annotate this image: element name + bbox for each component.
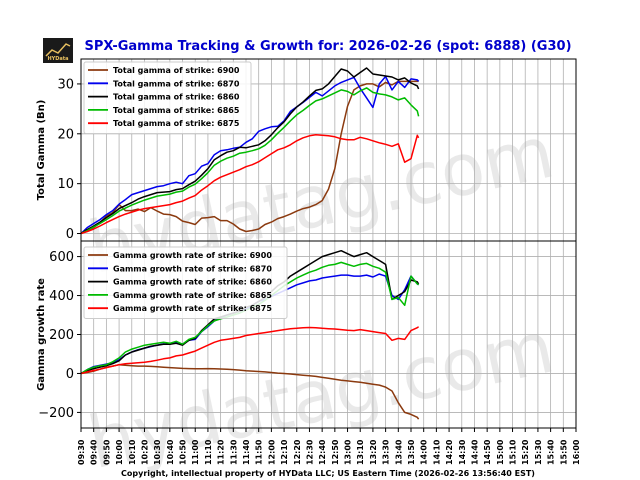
hydata-logo: HYData <box>43 38 73 63</box>
logo-text: HYData <box>47 56 68 62</box>
x-tick-label: 13:20 <box>369 439 378 465</box>
legend-entry: Total gamma of strike: 6870 <box>113 79 240 88</box>
y-tick-label: 0 <box>66 367 74 382</box>
y-tick-label: 200 <box>49 328 74 343</box>
axes-frame <box>80 240 577 429</box>
x-tick-label: 10:30 <box>153 439 162 465</box>
legend-entry: Gamma growth rate of strike: 6875 <box>113 304 272 313</box>
y-axis-label: Total Gamma (Bn) <box>36 100 47 201</box>
x-tick-label: 12:20 <box>293 439 302 465</box>
x-tick-label: 10:00 <box>115 439 124 465</box>
legend-box <box>83 61 252 134</box>
y-tick-label: 10 <box>57 177 74 192</box>
legend-box <box>83 246 288 319</box>
x-tick-label: 12:50 <box>331 439 340 465</box>
x-tick-label: 16:00 <box>572 439 581 465</box>
x-tick-label: 15:10 <box>509 439 518 465</box>
y-tick-label: 600 <box>49 250 74 265</box>
x-tick-label: 14:10 <box>432 439 441 465</box>
x-tick-label: 13:30 <box>382 439 391 465</box>
x-tick-label: 15:00 <box>496 439 505 465</box>
x-tick-label: 09:30 <box>77 439 86 465</box>
copyright-footer: Copyright, intellectual property of HYDa… <box>121 469 535 478</box>
y-tick-label: −200 <box>38 406 74 421</box>
legend-entry: Total gamma of strike: 6875 <box>113 119 240 128</box>
y-axis-label: Gamma growth rate <box>36 278 47 391</box>
x-axis: 09:30 09:40 09:50 10:00 10:10 10:20 10:30 10:40… <box>77 428 581 465</box>
series-line-4 <box>80 134 420 235</box>
x-tick-label: 14:50 <box>483 439 492 465</box>
x-tick-label: 15:40 <box>547 439 556 465</box>
series-line-0 <box>80 80 419 235</box>
x-tick-label: 11:00 <box>191 439 200 465</box>
x-tick-label: 12:00 <box>267 439 276 465</box>
x-tick-label: 09:40 <box>90 439 99 465</box>
chart-title: SPX-Gamma Tracking & Growth for: 2026-02… <box>84 39 571 54</box>
x-tick-label: 09:50 <box>102 439 111 465</box>
y-tick-label: 0 <box>66 227 74 242</box>
x-tick-label: 12:40 <box>318 439 327 465</box>
x-tick-label: 14:30 <box>458 439 467 465</box>
x-tick-label: 11:30 <box>229 439 238 465</box>
logo-mark <box>45 43 71 57</box>
series-line-2 <box>80 67 420 235</box>
x-tick-label: 14:00 <box>420 439 429 465</box>
x-tick-label: 10:50 <box>179 439 188 465</box>
y-tick-label: 30 <box>57 77 74 92</box>
x-tick-label: 13:50 <box>407 439 416 465</box>
x-tick-label: 13:10 <box>356 439 365 465</box>
series-line-0 <box>80 363 420 420</box>
x-tick-label: 14:20 <box>445 439 454 465</box>
x-tick-label: 15:20 <box>521 439 530 465</box>
x-tick-label: 13:00 <box>344 439 353 465</box>
x-tick-label: 13:40 <box>394 439 403 465</box>
logo-box <box>43 38 73 63</box>
legend-entry: Total gamma of strike: 6860 <box>113 93 240 102</box>
x-tick-label: 10:40 <box>166 439 175 465</box>
x-tick-label: 11:40 <box>242 439 251 465</box>
x-tick-label: 14:40 <box>470 439 479 465</box>
series-line-1 <box>80 75 420 235</box>
legend-entry: Total gamma of strike: 6865 <box>113 106 240 115</box>
legend-entry: Gamma growth rate of strike: 6900 <box>113 251 272 260</box>
legend-entry: Gamma growth rate of strike: 6865 <box>113 291 272 300</box>
x-tick-label: 10:20 <box>140 439 149 465</box>
x-tick-label: 15:50 <box>559 439 568 465</box>
series-line-3 <box>80 87 420 235</box>
x-tick-label: 12:10 <box>280 439 289 465</box>
x-tick-label: 12:30 <box>305 439 314 465</box>
series-line-4 <box>80 326 420 375</box>
x-tick-label: 11:10 <box>204 439 213 465</box>
x-tick-label: 15:30 <box>534 439 543 465</box>
legend-entry: Gamma growth rate of strike: 6870 <box>113 264 272 273</box>
y-tick-label: 20 <box>57 127 74 142</box>
legend-entry: Total gamma of strike: 6900 <box>113 66 240 75</box>
legend-entry: Gamma growth rate of strike: 6860 <box>113 278 272 287</box>
x-tick-label: 11:20 <box>217 439 226 465</box>
y-tick-label: 400 <box>49 289 74 304</box>
x-tick-label: 10:10 <box>128 439 137 465</box>
x-tick-label: 11:50 <box>255 439 264 465</box>
